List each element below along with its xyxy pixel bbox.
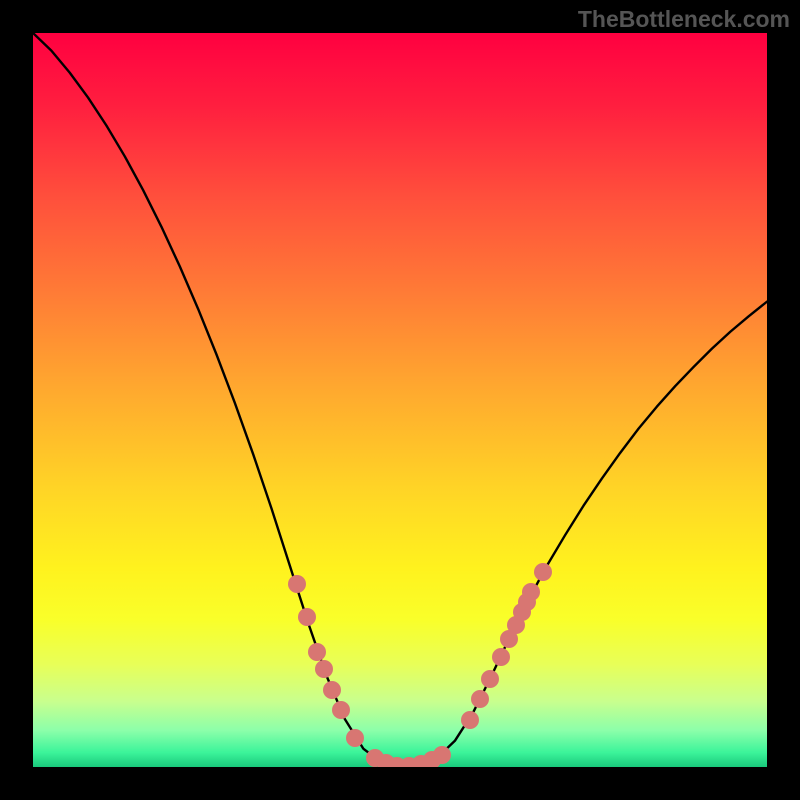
curve-marker xyxy=(346,729,364,747)
curve-marker xyxy=(308,643,326,661)
curve-marker xyxy=(288,575,306,593)
curve-marker xyxy=(323,681,341,699)
chart-root: TheBottleneck.com xyxy=(0,0,800,800)
watermark-label: TheBottleneck.com xyxy=(578,6,790,33)
curve-svg xyxy=(33,33,767,767)
plot-area xyxy=(33,33,767,767)
curve-marker xyxy=(433,746,451,764)
bottleneck-curve xyxy=(33,33,767,767)
curve-marker xyxy=(298,608,316,626)
curve-marker xyxy=(461,711,479,729)
curve-marker xyxy=(315,660,333,678)
curve-marker xyxy=(492,648,510,666)
curve-marker xyxy=(332,701,350,719)
